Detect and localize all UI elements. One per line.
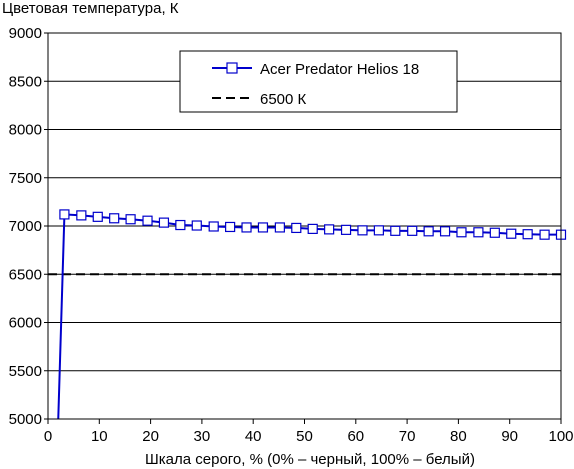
series-point-acer-9 xyxy=(191,220,202,231)
legend-box xyxy=(179,50,458,113)
legend-label-series-2: 6500 К xyxy=(260,91,307,108)
series-point-acer-5 xyxy=(125,214,136,225)
y-tick-label-5500: 5500 xyxy=(9,363,42,380)
x-tick-label-20: 20 xyxy=(142,428,159,445)
series-point-acer-21 xyxy=(390,225,401,236)
x-tick-label-70: 70 xyxy=(399,428,416,445)
y-tick-label-6500: 6500 xyxy=(9,266,42,283)
series-point-acer-11 xyxy=(225,221,236,233)
series-point-acer-27 xyxy=(489,227,500,238)
series-point-acer-18 xyxy=(340,224,352,235)
legend-marker-series-1 xyxy=(226,62,238,74)
series-point-acer-13 xyxy=(257,222,269,233)
x-tick-label-30: 30 xyxy=(194,428,211,445)
y-tick-label-9000: 9000 xyxy=(9,25,42,42)
series-point-acer-1 xyxy=(59,209,70,220)
series-point-acer-23 xyxy=(423,226,434,237)
series-point-acer-19 xyxy=(357,225,368,236)
y-axis-ticks: 5000 5500 6000 6500 7000 7500 8000 8500 9000 xyxy=(9,25,48,428)
x-tick-label-40: 40 xyxy=(245,428,262,445)
series-point-acer-7 xyxy=(158,217,170,228)
series-point-acer-6 xyxy=(142,215,153,226)
series-point-acer-8 xyxy=(175,219,186,231)
plot-frame xyxy=(47,32,562,420)
legend-label-series-1: Acer Predator Helios 18 xyxy=(260,61,419,78)
legend: Acer Predator Helios 18 6500 К xyxy=(179,50,458,113)
series-point-acer-3 xyxy=(92,211,103,222)
series-point-acer-25 xyxy=(456,227,467,238)
series-point-acer-26 xyxy=(473,227,484,238)
series-point-acer-17 xyxy=(324,224,335,235)
series-point-acer-29 xyxy=(522,229,533,240)
y-tick-label-8000: 8000 xyxy=(9,122,42,139)
series-line-acer xyxy=(57,213,561,420)
x-axis-label: Шкала серого, % (0% – черный, 100% – бел… xyxy=(145,451,475,468)
series-point-acer-16 xyxy=(307,223,318,234)
x-axis-ticks: 0 10 20 30 40 50 60 70 80 90 100 xyxy=(44,419,574,445)
series-point-acer-28 xyxy=(506,228,517,239)
x-tick-label-80: 80 xyxy=(450,428,467,445)
series-point-acer-30 xyxy=(539,229,550,240)
y-tick-label-7000: 7000 xyxy=(9,218,42,235)
series-point-acer-22 xyxy=(407,225,418,236)
y-axis-label: Цветовая температура, К xyxy=(2,0,179,17)
y-tick-label-8500: 8500 xyxy=(9,73,42,90)
series-point-acer-24 xyxy=(439,226,451,237)
y-tick-label-5000: 5000 xyxy=(9,411,42,428)
x-tick-label-100: 100 xyxy=(548,428,573,445)
series-point-acer-15 xyxy=(291,222,302,234)
x-tick-label-60: 60 xyxy=(347,428,364,445)
series-point-acer-12 xyxy=(241,222,252,233)
y-tick-label-6000: 6000 xyxy=(9,315,42,332)
series-point-acer-20 xyxy=(373,225,384,236)
series-point-acer-10 xyxy=(208,221,219,232)
series-point-acer-2 xyxy=(76,210,87,221)
y-tick-label-7500: 7500 xyxy=(9,170,42,187)
x-tick-label-50: 50 xyxy=(296,428,313,445)
x-tick-label-90: 90 xyxy=(501,428,518,445)
series-layer xyxy=(48,209,567,420)
series-point-acer-4 xyxy=(109,213,120,224)
series-point-acer-14 xyxy=(274,222,285,233)
x-tick-label-0: 0 xyxy=(44,428,52,445)
x-tick-label-10: 10 xyxy=(91,428,108,445)
